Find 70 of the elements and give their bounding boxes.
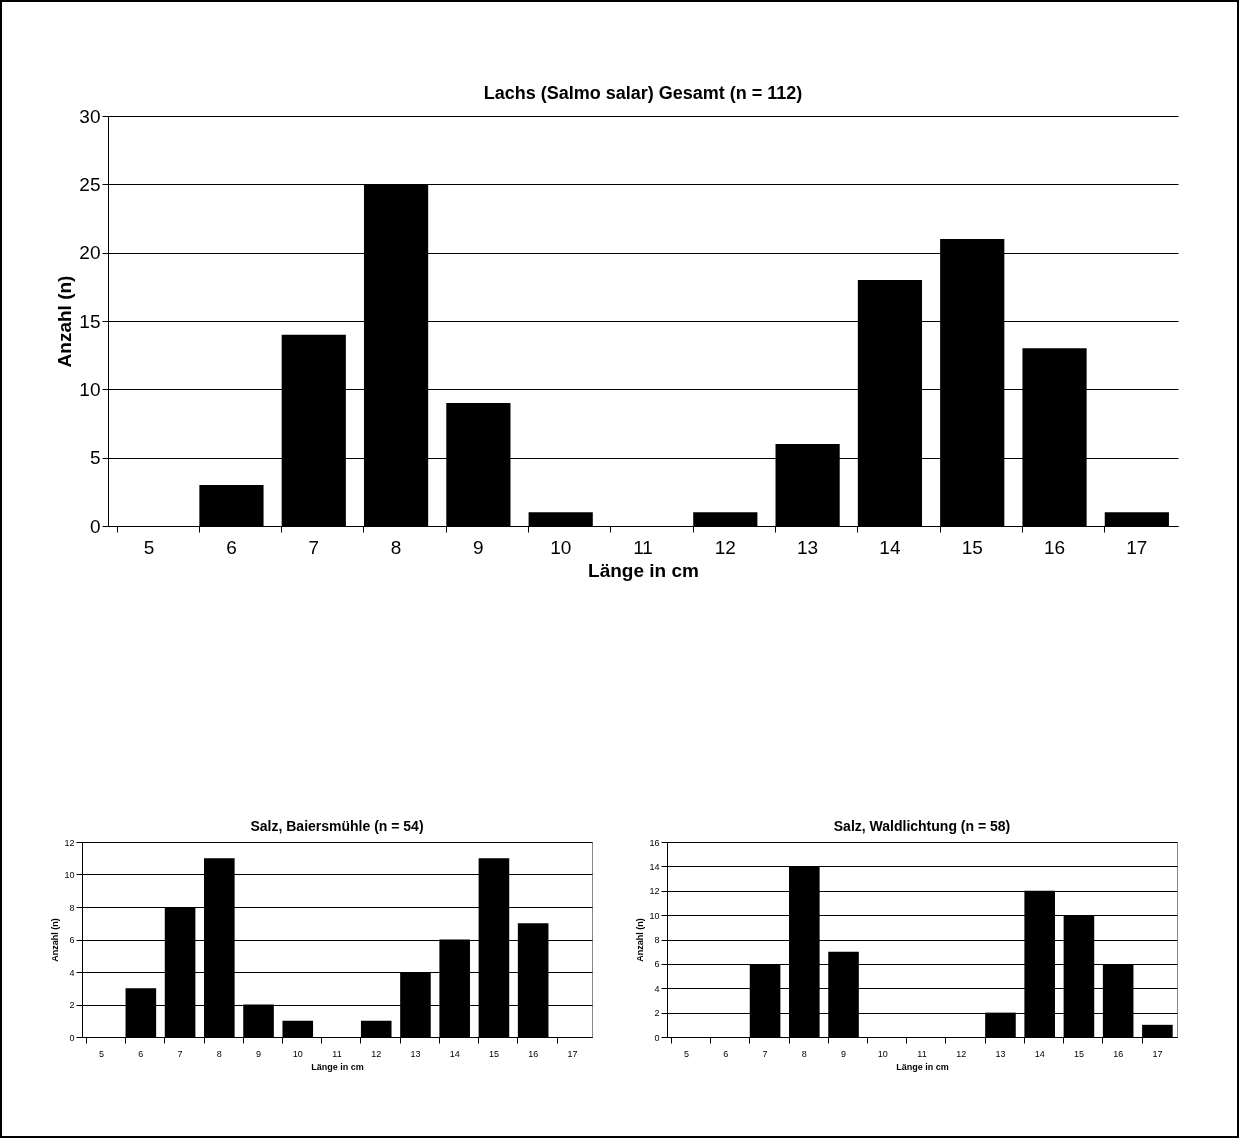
- y-tick-label: 8: [69, 902, 75, 913]
- x-tick-label: 16: [1043, 536, 1066, 558]
- x-tick-label: 9: [473, 536, 484, 558]
- y-tick-label: 0: [69, 1032, 75, 1043]
- x-tick-label: 11: [633, 536, 653, 558]
- y-tick-label: 15: [79, 310, 101, 332]
- y-tick-label: 20: [79, 242, 101, 264]
- y-tick-label: 30: [79, 105, 101, 127]
- x-tick-label: 13: [410, 1048, 421, 1059]
- x-tick-label: 17: [1152, 1048, 1163, 1059]
- x-tick-label: 16: [528, 1048, 539, 1059]
- chart-title: Lachs (Salmo salar) Gesamt (n = 112): [483, 83, 803, 103]
- y-axis-title: Anzahl (n): [50, 918, 61, 962]
- x-axis-title: Länge in cm: [588, 559, 699, 581]
- x-tick-label: 11: [917, 1048, 927, 1059]
- x-tick-label: 12: [371, 1048, 382, 1059]
- x-tick-label: 10: [550, 536, 572, 558]
- y-tick-label: 6: [69, 935, 75, 945]
- x-tick-label: 15: [961, 536, 983, 558]
- x-tick-label: 12: [714, 536, 736, 558]
- x-tick-label: 7: [308, 536, 320, 558]
- y-tick-label: 10: [79, 378, 101, 400]
- x-tick-label: 6: [226, 536, 237, 558]
- x-axis-title: Länge in cm: [311, 1061, 364, 1072]
- x-tick-label: 10: [292, 1048, 303, 1059]
- x-tick-label: 17: [1126, 536, 1148, 558]
- x-axis-title: Länge in cm: [896, 1061, 949, 1072]
- chart-title: Salz, Waldlichtung (n = 58): [833, 818, 1011, 834]
- x-tick-label: 7: [762, 1048, 768, 1059]
- y-tick-label: 8: [654, 935, 660, 945]
- x-tick-label: 8: [390, 536, 402, 558]
- x-tick-label: 14: [1034, 1048, 1045, 1059]
- x-tick-label: 5: [143, 536, 155, 558]
- y-tick-label: 12: [649, 886, 660, 897]
- x-tick-label: 16: [1113, 1048, 1124, 1059]
- x-tick-label: 6: [723, 1048, 729, 1059]
- y-tick-label: 2: [654, 1008, 660, 1019]
- y-tick-label: 10: [649, 910, 660, 921]
- x-tick-label: 14: [879, 536, 901, 558]
- x-tick-label: 17: [567, 1048, 578, 1059]
- y-tick-label: 0: [654, 1032, 660, 1043]
- y-tick-label: 12: [64, 837, 75, 848]
- y-tick-label: 4: [654, 983, 660, 994]
- x-tick-label: 9: [256, 1048, 262, 1059]
- x-tick-label: 13: [995, 1048, 1006, 1059]
- chart-title: Salz, Baiersmühle (n = 54): [250, 818, 424, 834]
- y-tick-label: 2: [69, 1000, 75, 1010]
- x-tick-label: 13: [797, 536, 819, 558]
- x-tick-label: 15: [488, 1048, 499, 1059]
- x-tick-label: 11: [332, 1048, 342, 1059]
- y-tick-label: 6: [654, 959, 660, 970]
- x-tick-label: 9: [841, 1048, 847, 1059]
- x-tick-label: 15: [1073, 1048, 1084, 1059]
- x-tick-label: 8: [801, 1048, 807, 1059]
- y-tick-label: 5: [89, 447, 101, 469]
- x-tick-label: 10: [877, 1048, 888, 1059]
- x-tick-label: 12: [956, 1048, 967, 1059]
- y-tick-label: 16: [649, 837, 660, 848]
- x-tick-label: 6: [138, 1048, 144, 1059]
- x-tick-label: 14: [449, 1048, 460, 1059]
- x-tick-label: 7: [177, 1048, 183, 1059]
- y-tick-label: 10: [64, 870, 75, 880]
- y-tick-label: 4: [69, 967, 75, 978]
- x-tick-label: 5: [684, 1048, 690, 1059]
- y-axis-title: Anzahl (n): [54, 275, 76, 368]
- y-tick-label: 0: [89, 515, 101, 537]
- y-tick-label: 25: [79, 173, 101, 195]
- y-tick-label: 14: [649, 861, 660, 872]
- x-tick-label: 8: [216, 1048, 222, 1059]
- y-axis-title: Anzahl (n): [635, 918, 646, 962]
